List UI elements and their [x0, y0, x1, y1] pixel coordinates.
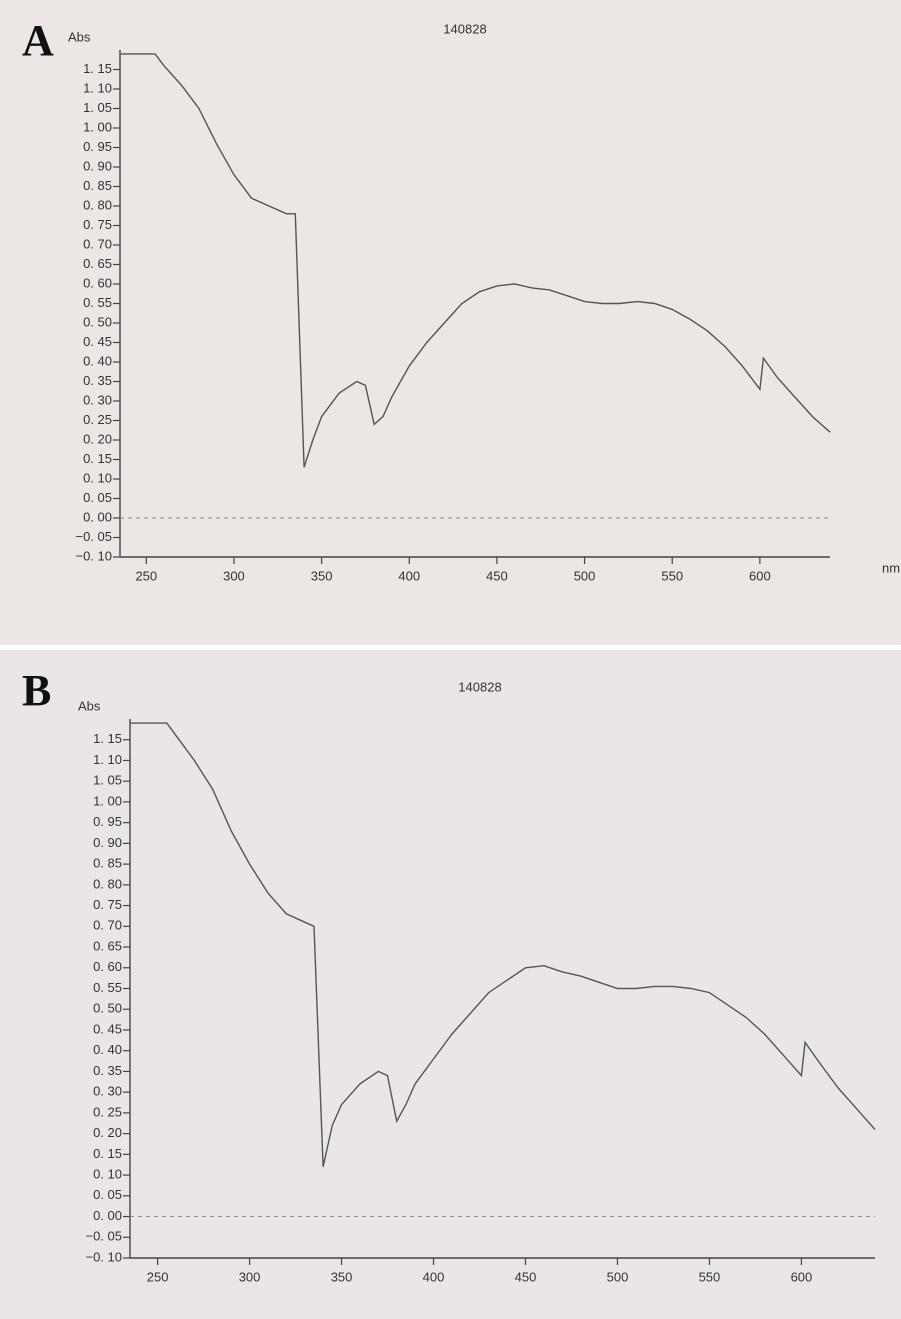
page: A 140828 Abs nm −0. 10 −0. 05 0. 00 0. 05 0. 10 0…	[0, 0, 901, 1319]
chart-title: 140828	[458, 679, 501, 694]
panel-label: B	[22, 666, 51, 715]
y-axis-label: Abs	[78, 698, 101, 713]
y-tick-label: 0. 95	[83, 139, 112, 154]
y-tick-label: 0. 10	[83, 470, 112, 485]
chart-title: 140828	[443, 21, 486, 36]
y-tick-label: 0. 80	[83, 197, 112, 212]
y-tick-label: 0. 30	[93, 1084, 122, 1099]
y-tick-label: −0. 10	[75, 548, 112, 563]
y-tick-label: 0. 65	[83, 256, 112, 271]
y-tick-label: 0. 90	[93, 835, 122, 850]
y-tick-label: 0. 35	[83, 373, 112, 388]
x-tick-label: 550	[699, 1269, 721, 1284]
x-tick-label: 350	[311, 568, 333, 583]
panel-label: A	[22, 16, 54, 65]
x-tick-label: 300	[239, 1269, 261, 1284]
y-tick-label: 0. 95	[93, 814, 122, 829]
x-tick-label: 500	[607, 1269, 629, 1284]
y-tick-label: −0. 05	[75, 529, 112, 544]
y-tick-label: 0. 00	[93, 1208, 122, 1223]
chart-panel: A 140828 Abs nm −0. 10 −0. 05 0. 00 0. 05 0. 10 0…	[0, 0, 901, 645]
y-tick-label: 0. 45	[93, 1021, 122, 1036]
x-tick-label: 500	[574, 568, 596, 583]
panel-background	[0, 0, 901, 645]
x-tick-label: 450	[486, 568, 508, 583]
y-tick-label: 0. 25	[83, 412, 112, 427]
y-tick-label: 0. 75	[83, 217, 112, 232]
y-tick-label: 0. 05	[83, 490, 112, 505]
y-tick-label: 0. 10	[93, 1167, 122, 1182]
x-tick-label: 450	[515, 1269, 537, 1284]
x-tick-label: 250	[135, 568, 157, 583]
x-tick-label: 300	[223, 568, 245, 583]
x-tick-label: 600	[749, 568, 771, 583]
y-tick-label: 1. 05	[93, 773, 122, 788]
y-tick-label: 0. 20	[83, 431, 112, 446]
y-tick-label: 0. 30	[83, 392, 112, 407]
y-tick-label: 0. 15	[83, 451, 112, 466]
x-axis-label: nm	[882, 560, 900, 575]
y-tick-label: −0. 05	[85, 1229, 122, 1244]
y-tick-label: 0. 40	[83, 353, 112, 368]
y-tick-label: 0. 80	[93, 876, 122, 891]
y-tick-label: 0. 35	[93, 1063, 122, 1078]
y-tick-label: 1. 00	[83, 119, 112, 134]
y-tick-label: 1. 15	[93, 731, 122, 746]
y-tick-label: 0. 50	[83, 314, 112, 329]
y-tick-label: 0. 20	[93, 1125, 122, 1140]
y-tick-label: 0. 55	[83, 295, 112, 310]
y-tick-label: 0. 45	[83, 334, 112, 349]
y-tick-label: 0. 90	[83, 158, 112, 173]
x-tick-label: 400	[423, 1269, 445, 1284]
x-tick-label: 600	[791, 1269, 813, 1284]
y-tick-label: 0. 60	[93, 959, 122, 974]
y-tick-label: 0. 25	[93, 1104, 122, 1119]
y-tick-label: 1. 10	[93, 752, 122, 767]
y-tick-label: 0. 70	[83, 236, 112, 251]
y-tick-label: 0. 15	[93, 1146, 122, 1161]
y-tick-label: 0. 85	[93, 856, 122, 871]
y-tick-label: 1. 15	[83, 61, 112, 76]
y-tick-label: −0. 10	[85, 1249, 122, 1264]
x-tick-label: 400	[398, 568, 420, 583]
x-tick-label: 550	[661, 568, 683, 583]
x-tick-label: 350	[331, 1269, 353, 1284]
y-tick-label: 0. 00	[83, 509, 112, 524]
panel-background	[0, 650, 901, 1319]
y-tick-label: 0. 75	[93, 897, 122, 912]
y-tick-label: 0. 55	[93, 980, 122, 995]
y-tick-label: 1. 00	[93, 793, 122, 808]
y-tick-label: 0. 65	[93, 938, 122, 953]
y-tick-label: 0. 50	[93, 1001, 122, 1016]
y-axis-label: Abs	[68, 29, 91, 44]
y-tick-label: 0. 05	[93, 1187, 122, 1202]
y-tick-label: 0. 85	[83, 178, 112, 193]
x-tick-label: 250	[147, 1269, 169, 1284]
y-tick-label: 0. 40	[93, 1042, 122, 1057]
y-tick-label: 0. 60	[83, 275, 112, 290]
y-tick-label: 1. 10	[83, 80, 112, 95]
y-tick-label: 1. 05	[83, 100, 112, 115]
y-tick-label: 0. 70	[93, 918, 122, 933]
chart-panel: B 140828 Abs −0. 10 −0. 05 0. 00 0. 05 0. 10 0. …	[0, 650, 901, 1319]
